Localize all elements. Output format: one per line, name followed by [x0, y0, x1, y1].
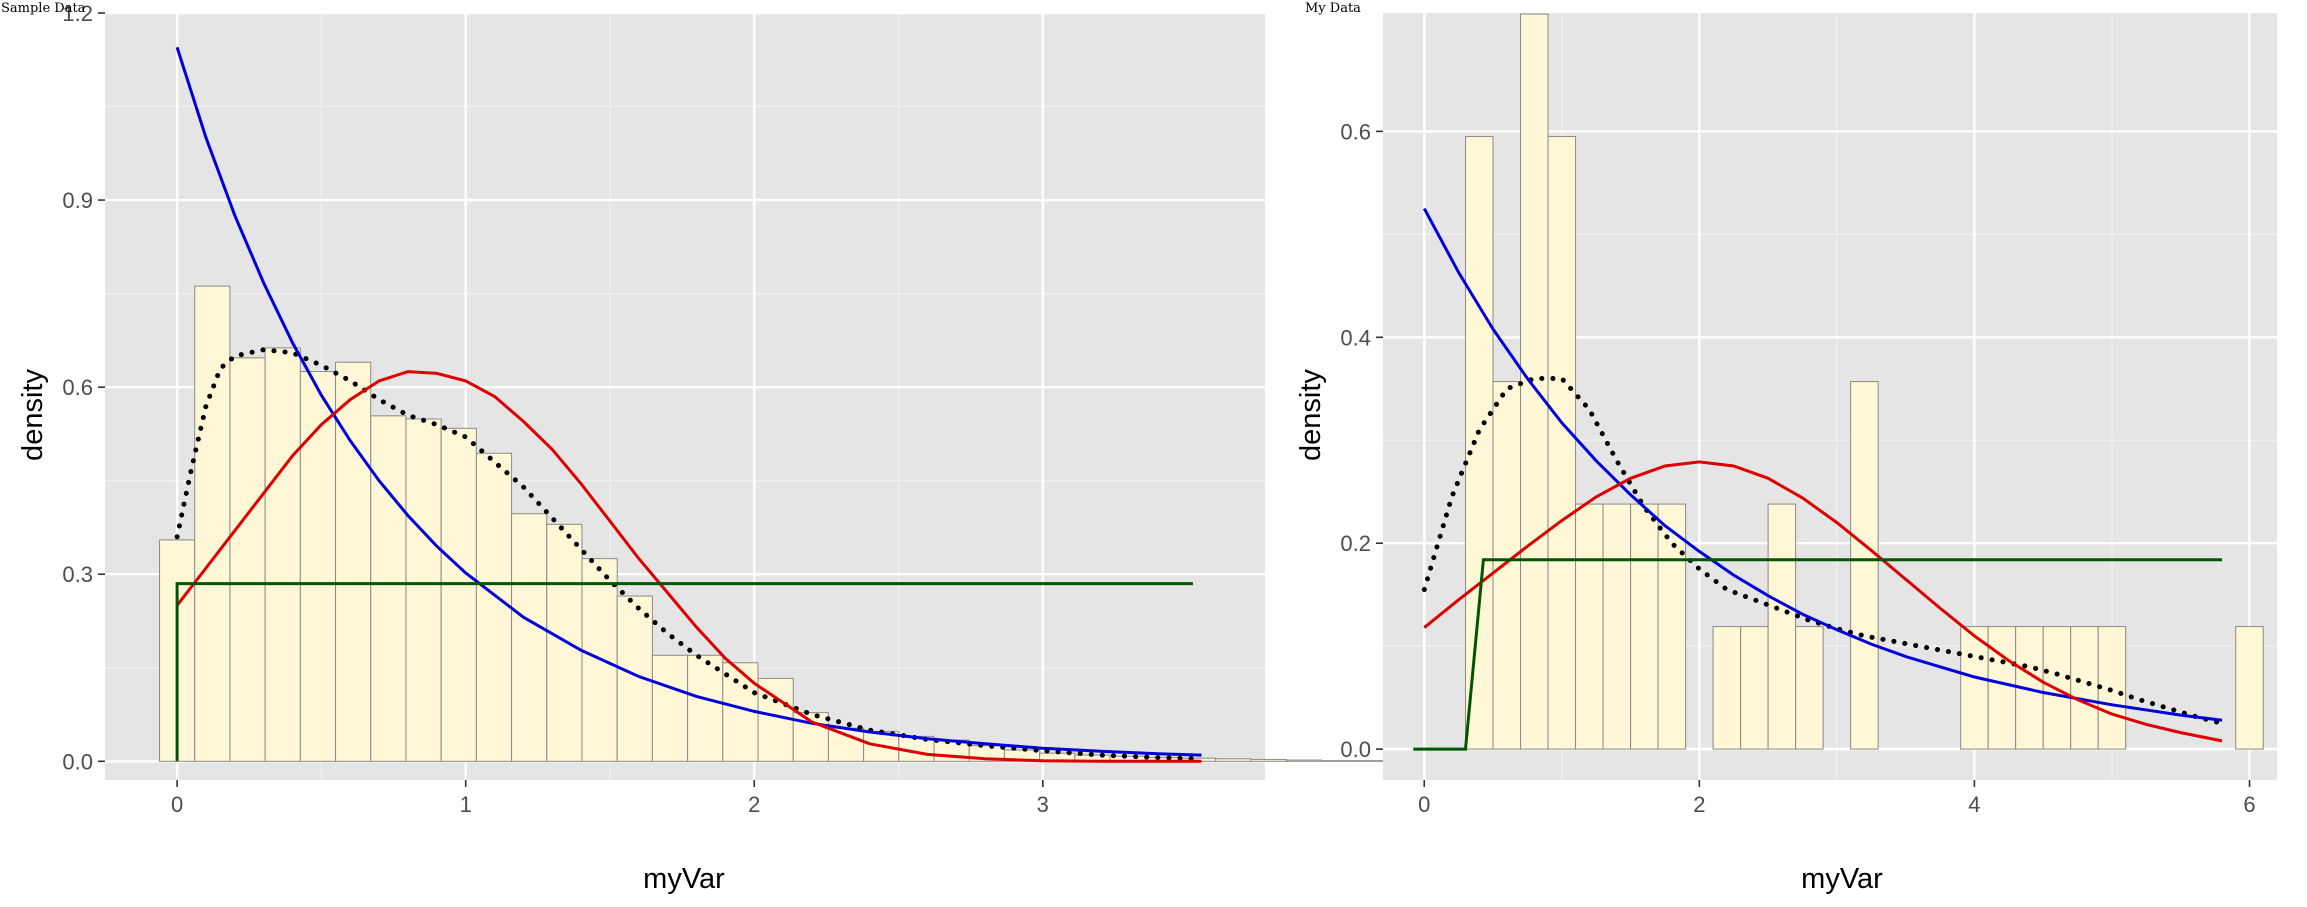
histogram-bar [1492, 381, 1522, 750]
panel-title: Sample Data [1, 1, 86, 16]
histogram [1465, 13, 2264, 750]
x-axis-title: myVar [1801, 863, 1883, 895]
histogram-bar [1250, 758, 1287, 762]
histogram-bar [370, 415, 407, 762]
x-tick-label: 2 [1693, 792, 1705, 817]
x-tick-label: 2 [748, 792, 760, 817]
histogram-bar [2097, 626, 2127, 750]
y-tick-label: 0.6 [1340, 119, 1371, 144]
density-curves [1413, 207, 2225, 751]
histogram-bar [1285, 759, 1322, 762]
histogram-bar [651, 654, 689, 762]
histogram-bar [1712, 626, 1742, 750]
x-tick-label: 6 [2243, 792, 2255, 817]
series-line [1423, 460, 2223, 743]
series-line [1421, 376, 2225, 726]
histogram-bar [335, 361, 372, 762]
histogram-bar [1960, 626, 1989, 750]
histogram-bar [264, 347, 301, 762]
series-line [1422, 207, 2223, 722]
y-tick-label: 0.2 [1340, 531, 1371, 556]
x-tick-label: 3 [1037, 792, 1049, 817]
x-tick-label: 0 [171, 792, 183, 817]
series-line [175, 582, 1193, 762]
histogram-bar [1767, 503, 1797, 750]
histogram-bar [2070, 626, 2099, 750]
histogram-bar [1850, 381, 1879, 750]
y-axis-title: density [1295, 369, 1327, 461]
histogram-bar [1520, 13, 1549, 750]
histogram-bar [229, 357, 266, 762]
histogram-bar [1987, 626, 2017, 750]
histogram-bar [440, 427, 477, 762]
axes: 0 1 2 3 0.0 0.3 0.6 0.9 1.2 [62, 1, 1049, 817]
series-line [1413, 558, 2222, 751]
histogram-bar [757, 677, 794, 762]
histogram-bar [1630, 503, 1659, 750]
density-curves [174, 46, 1204, 763]
x-tick-label: 0 [1418, 792, 1430, 817]
histogram-bar [1547, 136, 1577, 750]
y-tick-label: 0.0 [1340, 737, 1371, 762]
histogram-bar [546, 523, 583, 762]
histogram-bar [1795, 626, 1824, 750]
gridlines [105, 11, 1265, 780]
y-tick-label: 0.9 [62, 188, 93, 213]
histogram-bar [1657, 503, 1687, 750]
series-line [175, 370, 1202, 763]
y-axis-title: density [17, 369, 49, 461]
histogram-bar [1575, 503, 1604, 750]
panel-sample-data: 0 1 2 3 0.0 0.3 0.6 0.9 1.2 Sample Data myVar de… [1, 1, 1674, 895]
histogram-bar [2235, 626, 2264, 750]
y-tick-label: 0.6 [62, 375, 93, 400]
histogram-bar [1740, 626, 1769, 750]
y-tick-label: 0.3 [62, 562, 93, 587]
y-tick-label: 0.0 [62, 749, 93, 774]
histogram-bar [1602, 503, 1632, 750]
y-tick-label: 1.2 [62, 1, 93, 26]
axes: 0 2 4 6 0.0 0.2 0.4 0.6 [1340, 119, 2255, 817]
x-tick-label: 1 [460, 792, 472, 817]
histogram-bar [299, 371, 337, 762]
y-tick-label: 0.4 [1340, 325, 1371, 350]
panel-title: My Data [1305, 1, 1361, 16]
histogram-bar [194, 285, 231, 762]
histogram-bar [511, 513, 548, 762]
x-axis-title: myVar [643, 863, 725, 895]
x-tick-label: 4 [1968, 792, 1980, 817]
series-line [175, 46, 1202, 757]
histogram-bar [1215, 758, 1252, 762]
histogram-bar [1465, 136, 1494, 750]
panel-my-data: 0 2 4 6 0.0 0.2 0.4 0.6 My Data myVar density [1295, 1, 2277, 895]
histogram-bar [405, 418, 442, 762]
histogram-bar [827, 727, 865, 762]
histogram-bar [475, 452, 513, 762]
